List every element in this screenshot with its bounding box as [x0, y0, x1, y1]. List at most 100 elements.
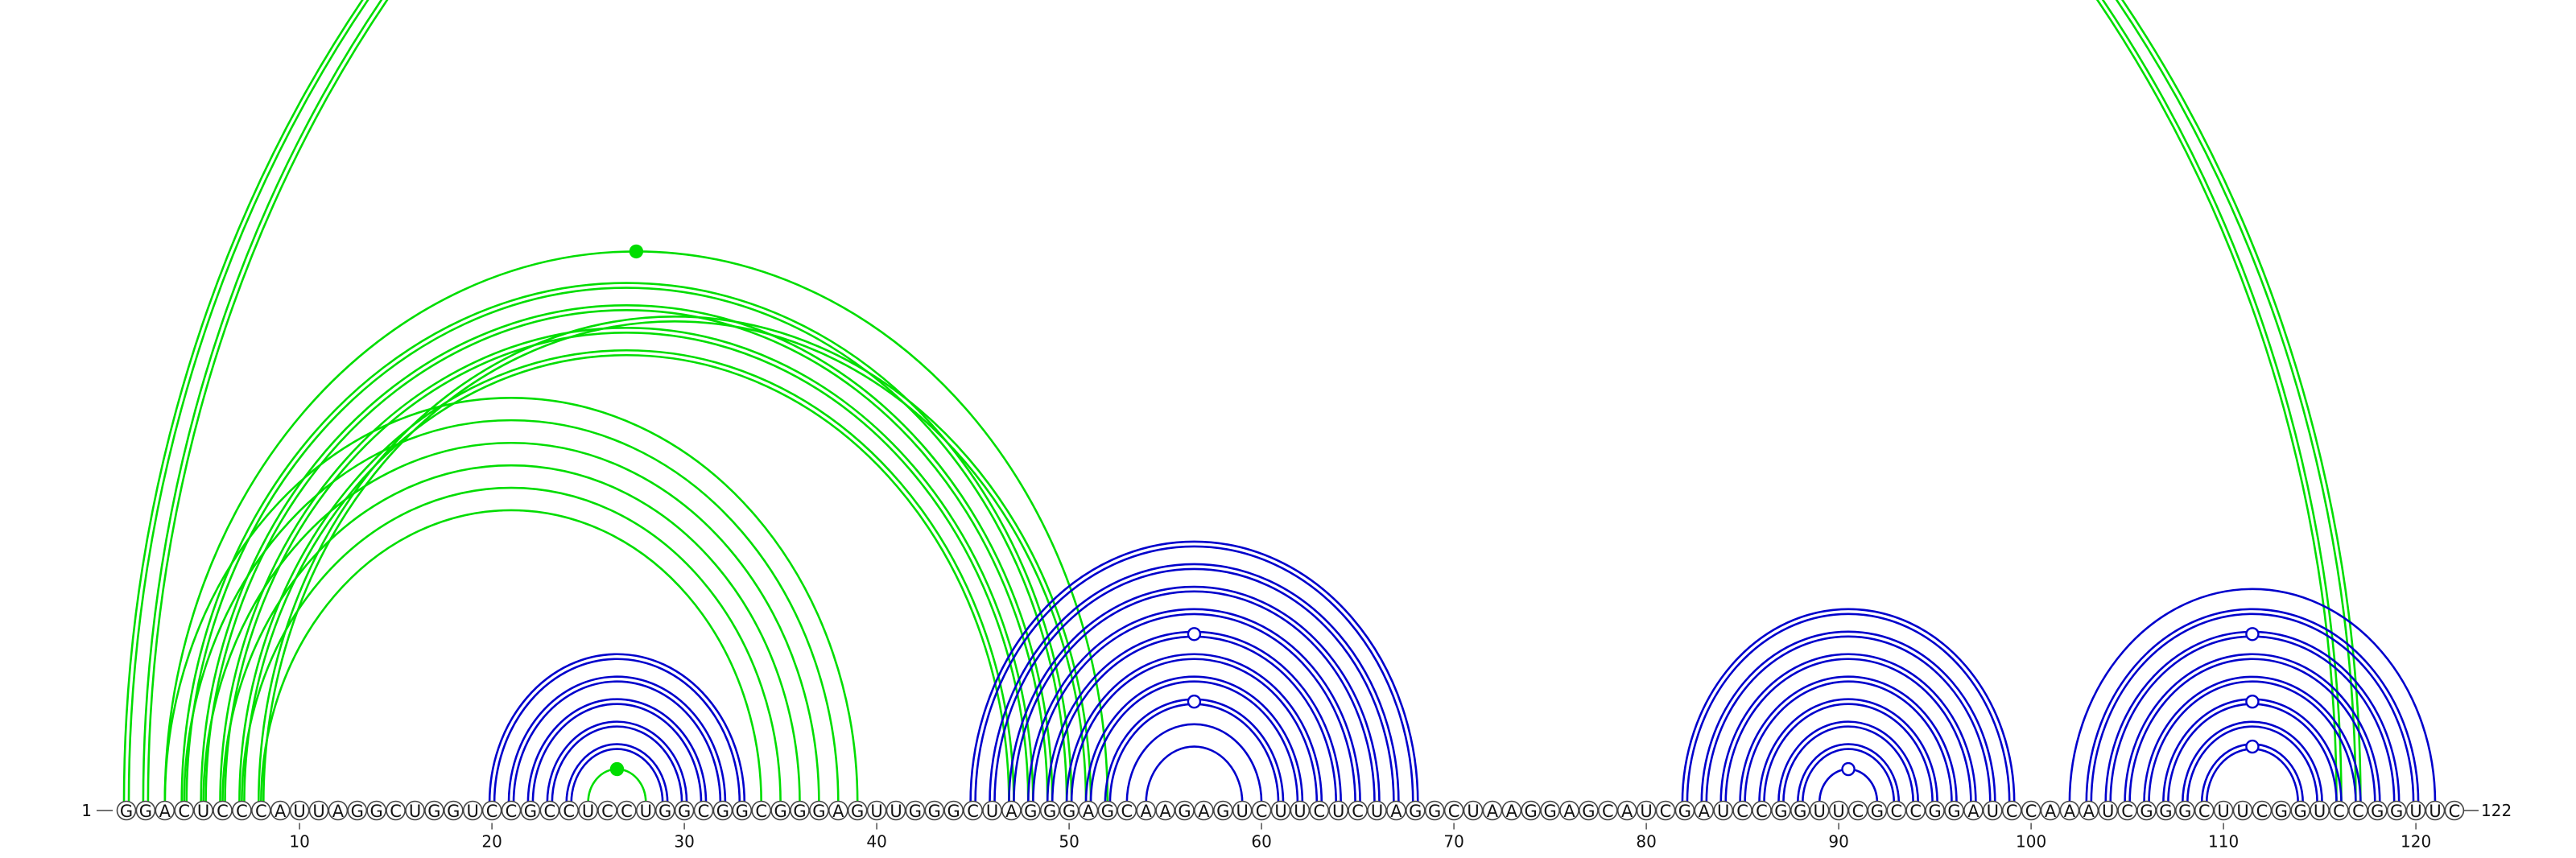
nucleotide-73: A	[1501, 800, 1522, 821]
arc-46-67-strand	[993, 567, 1395, 803]
nucleotide-circle	[2271, 800, 2292, 821]
nucleotide-76: A	[1559, 800, 1579, 821]
nucleotide-letter: U	[2409, 802, 2421, 821]
nucleotide-74: G	[1521, 800, 1541, 821]
nucleotide-letter: C	[255, 802, 267, 821]
nucleotide-circle	[174, 800, 194, 821]
nucleotide-letter: G	[1043, 802, 1056, 821]
nucleotide-circle	[2021, 800, 2041, 821]
nucleotide-89: U	[1809, 800, 1830, 821]
tick-label: 40	[866, 832, 886, 852]
nucleotide-52: G	[1097, 800, 1118, 821]
nucleotide-59: U	[1232, 800, 1253, 821]
nucleotide-letter: U	[870, 802, 882, 821]
arc-45-68-strand	[974, 545, 1414, 803]
nucleotide-69: G	[1424, 800, 1445, 821]
nucleotide-circle	[770, 800, 791, 821]
nucleotide-circle	[193, 800, 213, 821]
nucleotide-75: G	[1540, 800, 1560, 821]
nucleotide-circle	[1136, 800, 1156, 821]
arc-8-51-strand	[262, 320, 1088, 803]
nucleotide-letter: C	[601, 802, 613, 821]
arc-apex-marker-107-116	[2245, 694, 2260, 709]
nucleotide-letter: U	[2236, 802, 2248, 821]
nucleotide-circle	[2232, 800, 2253, 821]
tick-70: 70	[1443, 823, 1464, 852]
arc-45-68-strand	[969, 540, 1419, 803]
nucleotide-circle	[1463, 800, 1484, 821]
nucleotide-letter: U	[2102, 802, 2114, 821]
nucleotide-circle	[674, 800, 695, 821]
nucleotide-circle	[1194, 800, 1214, 821]
arc-103-120-strand	[2090, 613, 2415, 803]
tick-20: 20	[481, 823, 502, 852]
arc-apex-marker-89-92	[1841, 761, 1856, 777]
nucleotide-circle	[2290, 800, 2310, 821]
tick-100: 100	[2016, 823, 2046, 852]
nucleotide-letter: C	[1890, 802, 1902, 821]
arc-84-97	[1719, 653, 1977, 803]
arc-103-120-strand	[2085, 608, 2420, 803]
nucleotide-70: C	[1443, 800, 1464, 821]
nucleotide-54: A	[1136, 800, 1156, 821]
nucleotide-letter: G	[2275, 802, 2288, 821]
arc-22-31-strand	[531, 703, 703, 803]
nucleotide-letter: C	[1736, 802, 1748, 821]
arc-82-99-strand	[1681, 608, 2016, 803]
nucleotide-letter: C	[1352, 802, 1364, 821]
nucleotide-letter: U	[1814, 802, 1826, 821]
arc-22-31-strand	[526, 698, 708, 803]
nucleotide-circle	[1270, 800, 1291, 821]
nucleotide-circle	[135, 800, 156, 821]
nucleotide-66: U	[1367, 800, 1387, 821]
tick-label: 10	[289, 832, 309, 852]
nucleotide-letter: C	[217, 802, 229, 821]
nucleotide-letter: A	[1699, 802, 1711, 821]
nucleotide-letter: U	[293, 802, 305, 821]
nucleotide-80: U	[1636, 800, 1657, 821]
nucleotide-55: A	[1155, 800, 1175, 821]
nucleotide-letter: C	[236, 802, 248, 821]
nucleotide-circle	[462, 800, 483, 821]
nucleotide-letter: G	[1101, 802, 1114, 821]
arc-87-94-strand	[1777, 720, 1919, 803]
arc-85-96	[1739, 675, 1958, 803]
nucleotide-letter: G	[1178, 802, 1191, 821]
arc-86-95-strand	[1758, 698, 1938, 803]
nucleotide-letter: G	[1409, 802, 1422, 821]
nucleotide-120: U	[2405, 800, 2426, 821]
arc-apex-marker-52-61	[1187, 694, 1202, 709]
nucleotide-letter: C	[2121, 802, 2133, 821]
nucleotide-letter: U	[582, 802, 594, 821]
nucleotide-circle	[481, 800, 502, 821]
arc-24-29	[565, 743, 669, 803]
nucleotide-letter: G	[793, 802, 806, 821]
nucleotide-105: C	[2117, 800, 2137, 821]
nucleotide-circle	[732, 800, 753, 821]
nucleotide-106: G	[2136, 800, 2157, 821]
nucleotide-letter: A	[1621, 802, 1633, 821]
nucleotide-circle	[539, 800, 560, 821]
nucleotide-circle	[1424, 800, 1445, 821]
nucleotide-circle	[2117, 800, 2137, 821]
arc-106-117	[2143, 675, 2362, 803]
nucleotide-letter: A	[275, 802, 287, 821]
nucleotide-letter: U	[1467, 802, 1479, 821]
nucleotide-84: U	[1713, 800, 1733, 821]
nucleotide-78: C	[1598, 800, 1618, 821]
tick-label: 50	[1059, 832, 1079, 852]
nucleotide-circle	[501, 800, 522, 821]
arc-apex-marker-25-28	[609, 761, 625, 777]
nucleotide-letter: C	[1448, 802, 1460, 821]
nucleotide-119: G	[2386, 800, 2407, 821]
nucleotide-circle	[617, 800, 637, 821]
nucleotide-letter: U	[640, 802, 652, 821]
nucleotide-letter: G	[1543, 802, 1556, 821]
nucleotide-circle	[405, 800, 425, 821]
nucleotide-letter: C	[1256, 802, 1268, 821]
arc-86-95-strand	[1763, 703, 1934, 803]
arc-46-67-strand	[989, 563, 1400, 803]
nucleotide-1: G	[116, 800, 137, 821]
arc-23-30	[546, 720, 688, 803]
nucleotide-65: C	[1348, 800, 1368, 821]
